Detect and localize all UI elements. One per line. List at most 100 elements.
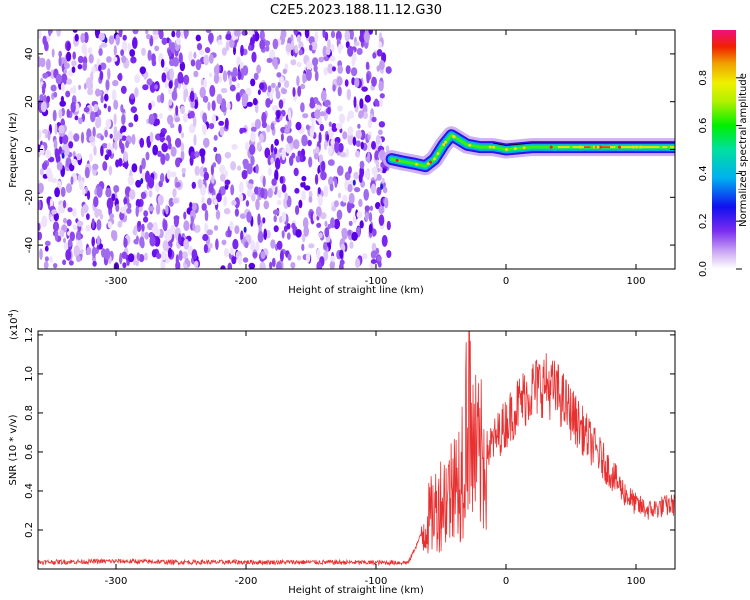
heatmap-noise-cell (356, 48, 363, 55)
heatmap-noise-cell (353, 96, 357, 109)
heatmap-noise-cell (342, 194, 348, 203)
heatmap-noise-cell (376, 173, 382, 181)
heatmap-noise-cell (82, 62, 88, 71)
heatmap-noise-cell (56, 161, 63, 171)
x-tick-label: -200 (235, 576, 258, 587)
heatmap-noise-cell (298, 199, 303, 209)
heatmap-noise-cell (270, 122, 275, 131)
heatmap-noise-cell (313, 64, 318, 73)
heatmap-noise-cell (72, 30, 78, 33)
heatmap-noise-cell (252, 98, 258, 106)
heatmap-noise-cell (107, 221, 113, 229)
heatmap-noise-cell (135, 259, 139, 267)
heatmap-noise-cell (69, 231, 76, 242)
heatmap-noise-cell (276, 110, 281, 120)
heatmap-noise-cell (195, 34, 201, 42)
heatmap-noise-cell (91, 218, 95, 230)
heatmap-noise-cell (206, 197, 212, 206)
heatmap-noise-cell (236, 56, 241, 67)
heatmap-noise-cell (58, 146, 63, 154)
heatmap-noise-cell (287, 253, 292, 261)
heatmap-noise-cell (305, 69, 312, 81)
heatmap-noise-cell (364, 212, 369, 222)
heatmap-noise-cell (169, 68, 174, 80)
colorbar-tick-label: 0.4 (698, 165, 709, 181)
heatmap-noise-cell (188, 51, 193, 62)
heatmap-noise-cell (149, 131, 154, 143)
heatmap-noise-cell (230, 184, 235, 196)
heatmap-noise-cell (42, 72, 49, 79)
colorbar-tick-label: 0.6 (698, 118, 709, 134)
heatmap-noise-cell (97, 109, 102, 116)
heatmap-noise-cell (169, 58, 176, 67)
heatmap-noise-cell (316, 248, 321, 261)
heatmap-noise-cell (97, 235, 101, 246)
heatmap-noise-cell (41, 215, 48, 228)
heatmap-noise-cell (259, 82, 265, 90)
heatmap-noise-cell (152, 144, 159, 156)
heatmap-noise-cell (51, 48, 55, 58)
heatmap-noise-cell (237, 255, 243, 265)
heatmap-noise-cell (363, 188, 370, 201)
heatmap-noise-cell (130, 56, 137, 64)
heatmap-noise-cell (38, 231, 43, 241)
heatmap-noise-cell (182, 251, 189, 259)
heatmap-noise-cell (261, 121, 267, 129)
heatmap-noise-cell (254, 186, 260, 195)
heatmap-noise-cell (104, 129, 108, 138)
heatmap-noise-cell (137, 220, 141, 227)
heatmap-noise-cell (39, 57, 46, 68)
heatmap-noise-cell (148, 102, 152, 111)
heatmap-noise-cell (225, 40, 230, 52)
x-tick-label: 100 (626, 576, 645, 587)
heatmap-noise-cell (66, 78, 73, 85)
heatmap-noise-cell (378, 214, 385, 226)
heatmap-noise-cell (46, 167, 52, 178)
heatmap-noise-cell (319, 123, 325, 132)
heatmap-noise-cell (257, 231, 264, 243)
heatmap-noise-cell (363, 31, 370, 43)
snr-x-label: Height of straight line (km) (288, 585, 424, 596)
heatmap-noise-cell (91, 236, 95, 247)
signal-blip (659, 145, 663, 149)
exponent-power: 4 (7, 312, 15, 317)
heatmap-noise-cell (135, 198, 141, 208)
heatmap-noise-cell (157, 150, 162, 157)
heatmap-noise-cell (317, 194, 323, 207)
heatmap-noise-cell (236, 82, 241, 89)
heatmap-noise-cell (203, 243, 208, 254)
heatmap-noise-cell (63, 68, 67, 74)
heatmap-noise-cell (271, 82, 276, 88)
heatmap-noise-cell (167, 48, 172, 58)
heatmap-noise-cell (76, 255, 81, 263)
heatmap-noise-cell (250, 240, 256, 251)
heatmap-noise-cell (141, 157, 146, 170)
heatmap-noise-cell (320, 171, 327, 181)
heatmap-noise-cell (321, 160, 326, 172)
heatmap-noise-cell (154, 84, 159, 90)
heatmap-noise-cell (66, 219, 72, 227)
heatmap-noise-cell (246, 101, 253, 107)
heatmap-noise-cell (242, 65, 249, 76)
heatmap-noise-cell (335, 30, 342, 42)
heatmap-noise-cell (64, 144, 70, 156)
heatmap-noise-cell (242, 158, 249, 167)
heatmap-noise-cell (86, 213, 90, 221)
heatmap-noise-cell (203, 137, 210, 148)
heatmap-noise-cell (46, 58, 51, 71)
heatmap-noise-cell (378, 121, 386, 128)
heatmap-noise-cell (88, 53, 94, 64)
heatmap-noise-cell (329, 55, 336, 62)
heatmap-noise-cell (332, 66, 336, 72)
heatmap-noise-cell (135, 179, 142, 188)
heatmap-noise-cell (71, 158, 78, 166)
heatmap-noise-cell (267, 167, 272, 176)
heatmap-noise-cell (121, 251, 128, 259)
heatmap-noise-cell (109, 133, 113, 139)
heatmap-noise-cell (348, 166, 352, 175)
heatmap-noise-cell (126, 207, 132, 214)
heatmap-signal-band (382, 126, 675, 176)
heatmap-noise-cell (364, 205, 370, 212)
heatmap-noise-cell (97, 116, 102, 128)
